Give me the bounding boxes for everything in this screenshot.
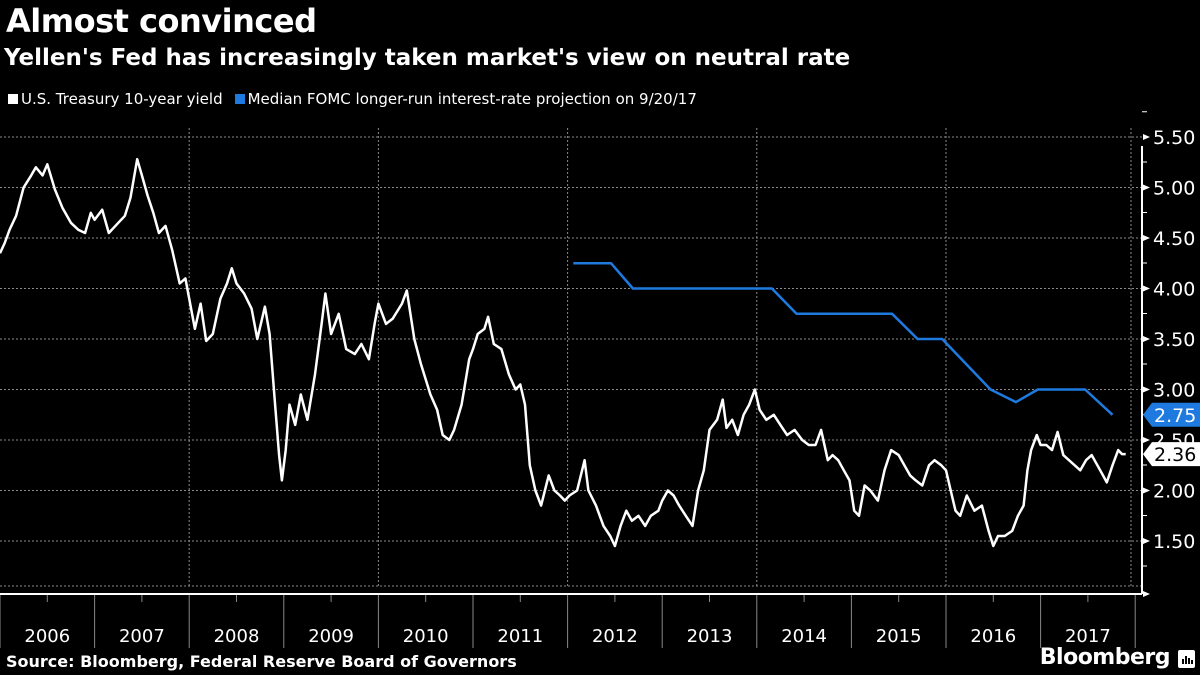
series-line-fomc: [573, 262, 1114, 416]
x-tick-label: 2007: [119, 626, 165, 647]
last-value-callout-fomc: [1143, 402, 1200, 427]
x-tick-label: 2006: [24, 626, 70, 647]
grid: [0, 128, 1142, 587]
y-major-tick: [1143, 285, 1150, 292]
y-tick-label: 3.00: [1153, 380, 1195, 402]
legend-label-treasury: U.S. Treasury 10-year yield: [21, 90, 223, 108]
legend-item-treasury: U.S. Treasury 10-year yield: [8, 90, 223, 108]
x-tick-label: 2009: [308, 626, 354, 647]
x-tick-label: 2013: [687, 626, 733, 647]
y-tick-label: 1.50: [1153, 531, 1195, 553]
x-tick-label: 2010: [403, 626, 449, 647]
legend-label-fomc: Median FOMC longer-run interest-rate pro…: [247, 90, 697, 108]
value-callouts: 2.36 2.75: [1143, 402, 1200, 467]
y-tick-label: 4.50: [1153, 228, 1195, 250]
last-value-label-treasury: 2.36: [1154, 444, 1196, 466]
x-tick-label: 2015: [876, 626, 922, 647]
x-tick-label: 2011: [497, 626, 543, 647]
y-major-tick: [1143, 336, 1150, 342]
y-major-tick: [1143, 437, 1150, 443]
x-tick-label: 2008: [214, 626, 260, 647]
bloomberg-chart-icon: [1178, 650, 1195, 668]
y-tick-label: 5.50: [1153, 127, 1195, 149]
y-major-tick: [1143, 386, 1150, 393]
legend: U.S. Treasury 10-year yield Median FOMC …: [8, 90, 709, 108]
x-tick-label: 2012: [592, 626, 638, 647]
bloomberg-logo: Bloomberg: [1039, 645, 1171, 670]
x-tick-label: 2017: [1065, 626, 1111, 647]
legend-item-fomc: Median FOMC longer-run interest-rate pro…: [234, 90, 697, 108]
y-axis: 5.505.004.504.003.503.002.502.001.50: [1141, 111, 1195, 597]
y-tick-label: 2.00: [1153, 481, 1195, 503]
legend-swatch-fomc: [234, 94, 245, 104]
y-tick-label: 4.00: [1153, 279, 1195, 301]
series-line-treasury: [0, 157, 1126, 548]
x-axis: 2006 2007 2008 2009 2010 2011 2012 2013 2014 2015…: [0, 593, 1142, 648]
y-major-tick: [1143, 487, 1150, 494]
y-major-tick: [1143, 184, 1150, 191]
last-value-callout-treasury: [1143, 442, 1200, 467]
y-major-tick: [1143, 134, 1150, 140]
y-major-tick: [1143, 235, 1150, 241]
chart-title: Almost convinced: [6, 2, 317, 40]
legend-swatch-treasury: [8, 94, 18, 104]
x-tick-label: 2016: [970, 626, 1016, 647]
y-tick-label: 5.00: [1153, 178, 1195, 200]
x-tick-label: 2014: [781, 626, 827, 647]
source-note: Source: Bloomberg, Federal Reserve Board…: [6, 652, 517, 671]
chart-subtitle: Yellen's Fed has increasingly taken mark…: [4, 45, 851, 71]
y-major-tick: [1143, 538, 1150, 544]
y-tick-label: 3.50: [1153, 329, 1195, 351]
y-axis-arrow: [1143, 591, 1150, 597]
last-value-label-fomc: 2.75: [1154, 405, 1196, 427]
series-layer: [0, 157, 1126, 548]
